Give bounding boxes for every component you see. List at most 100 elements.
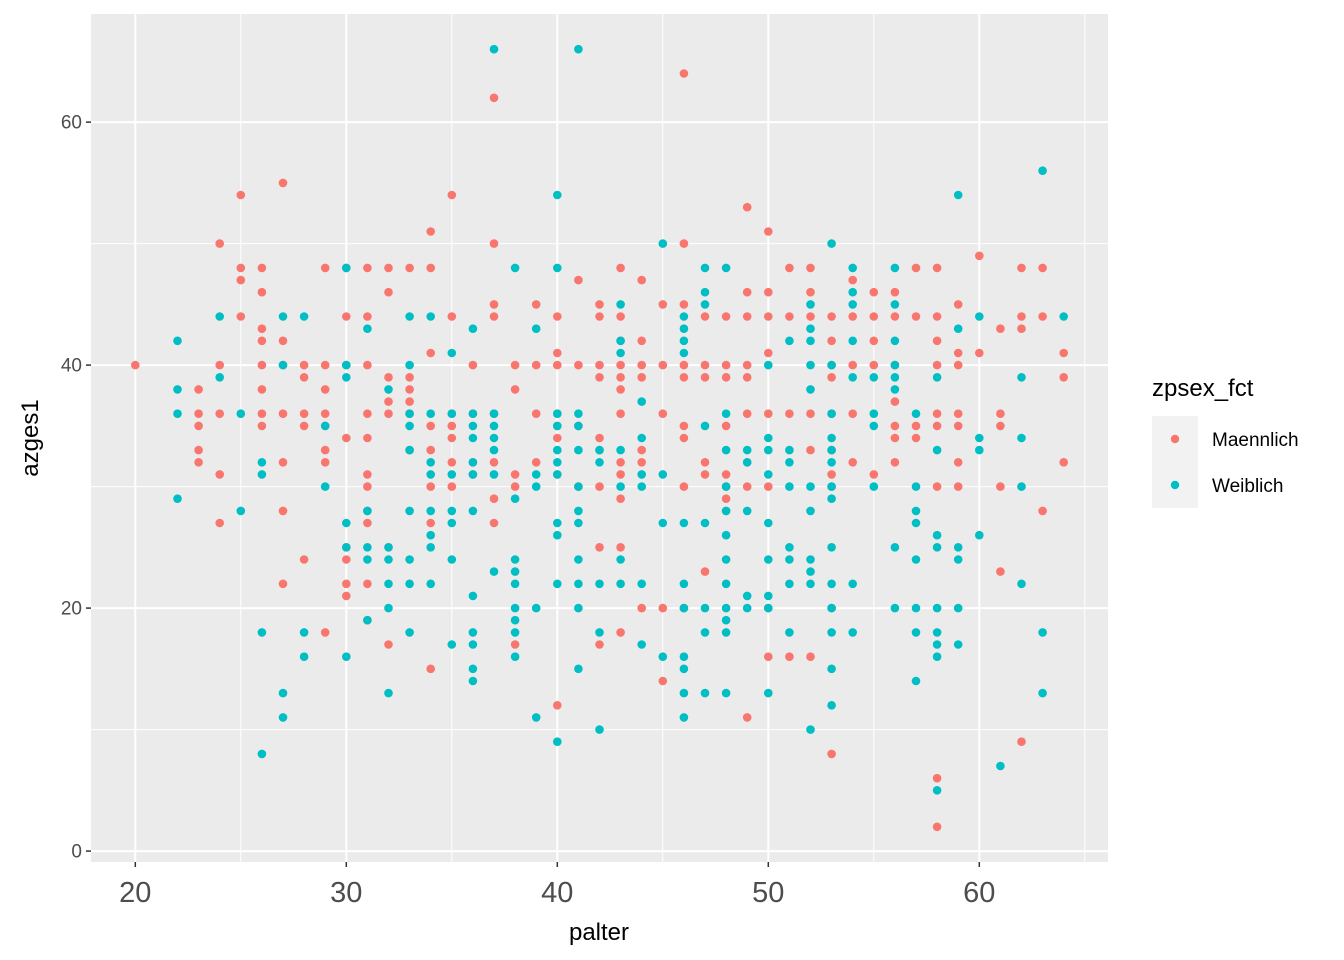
point-maennlich (616, 458, 625, 467)
point-weiblich (827, 579, 836, 589)
point-weiblich (574, 409, 583, 419)
point-weiblich (827, 239, 836, 248)
point-weiblich (595, 445, 604, 455)
point-maennlich (342, 312, 351, 321)
point-weiblich (658, 652, 668, 661)
point-weiblich (953, 324, 963, 334)
legend: zpsex_fct Maennlich Weiblich (1152, 375, 1299, 508)
point-weiblich (721, 530, 731, 540)
point-weiblich (553, 445, 562, 455)
point-weiblich (658, 470, 668, 479)
point-weiblich (911, 506, 921, 516)
point-weiblich (721, 615, 731, 625)
point-weiblich (679, 652, 689, 661)
point-weiblich (975, 433, 984, 443)
point-weiblich (764, 518, 773, 528)
point-maennlich (320, 445, 330, 455)
point-maennlich (616, 312, 625, 321)
point-weiblich (742, 603, 752, 613)
point-weiblich (342, 518, 351, 528)
point-weiblich (679, 603, 689, 613)
data-points (131, 44, 1068, 832)
point-weiblich (342, 360, 351, 370)
point-maennlich (806, 287, 815, 297)
point-maennlich (595, 360, 604, 370)
point-weiblich (489, 567, 499, 576)
point-maennlich (299, 373, 309, 382)
point-maennlich (637, 373, 646, 382)
point-maennlich (953, 348, 963, 358)
point-maennlich (700, 373, 710, 382)
point-weiblich (616, 482, 625, 491)
point-weiblich (806, 300, 815, 309)
point-maennlich (595, 312, 604, 321)
point-maennlich (131, 360, 140, 370)
point-weiblich (574, 506, 583, 516)
point-maennlich (405, 263, 414, 273)
point-weiblich (975, 445, 984, 455)
point-weiblich (827, 445, 836, 455)
point-maennlich (257, 336, 267, 346)
point-maennlich (616, 543, 625, 552)
point-maennlich (869, 287, 879, 297)
point-weiblich (363, 555, 372, 564)
point-weiblich (1038, 628, 1047, 637)
point-weiblich (616, 300, 625, 309)
point-weiblich (616, 336, 625, 346)
point-weiblich (806, 567, 815, 576)
point-weiblich (510, 263, 520, 273)
point-maennlich (764, 652, 773, 661)
point-weiblich (489, 409, 499, 419)
point-weiblich (785, 555, 794, 564)
point-maennlich (194, 385, 203, 394)
point-weiblich (553, 421, 562, 431)
point-maennlich (806, 445, 815, 455)
point-weiblich (426, 543, 436, 552)
point-maennlich (996, 409, 1005, 419)
point-maennlich (236, 275, 246, 285)
point-maennlich (975, 251, 984, 261)
point-maennlich (975, 348, 984, 358)
point-weiblich (257, 458, 267, 467)
point-weiblich (468, 640, 478, 649)
point-weiblich (553, 470, 562, 479)
point-maennlich (531, 458, 541, 467)
point-weiblich (489, 421, 499, 431)
point-weiblich (848, 263, 857, 273)
point-maennlich (827, 336, 836, 346)
point-weiblich (468, 433, 478, 443)
point-weiblich (721, 445, 731, 455)
point-weiblich (637, 433, 646, 443)
point-maennlich (932, 336, 942, 346)
point-maennlich (700, 470, 710, 479)
point-maennlich (616, 494, 625, 504)
point-weiblich (173, 494, 182, 504)
point-maennlich (679, 360, 689, 370)
point-weiblich (574, 518, 583, 528)
point-weiblich (827, 433, 836, 443)
point-maennlich (764, 348, 773, 358)
point-maennlich (257, 324, 267, 334)
point-maennlich (764, 482, 773, 491)
point-weiblich (426, 312, 436, 321)
point-maennlich (236, 263, 246, 273)
point-weiblich (489, 44, 499, 54)
point-maennlich (827, 749, 836, 759)
point-maennlich (278, 178, 288, 188)
point-weiblich (721, 688, 731, 698)
point-weiblich (742, 591, 752, 601)
point-weiblich (806, 324, 815, 334)
point-maennlich (616, 373, 625, 382)
point-maennlich (489, 518, 499, 528)
y-tick-label: 20 (61, 599, 82, 620)
point-maennlich (764, 287, 773, 297)
point-maennlich (932, 773, 942, 783)
point-weiblich (975, 530, 984, 540)
point-maennlich (447, 482, 457, 491)
point-weiblich (468, 664, 478, 674)
point-maennlich (616, 263, 625, 273)
point-weiblich (890, 373, 900, 382)
point-maennlich (257, 409, 267, 419)
point-weiblich (531, 603, 541, 613)
